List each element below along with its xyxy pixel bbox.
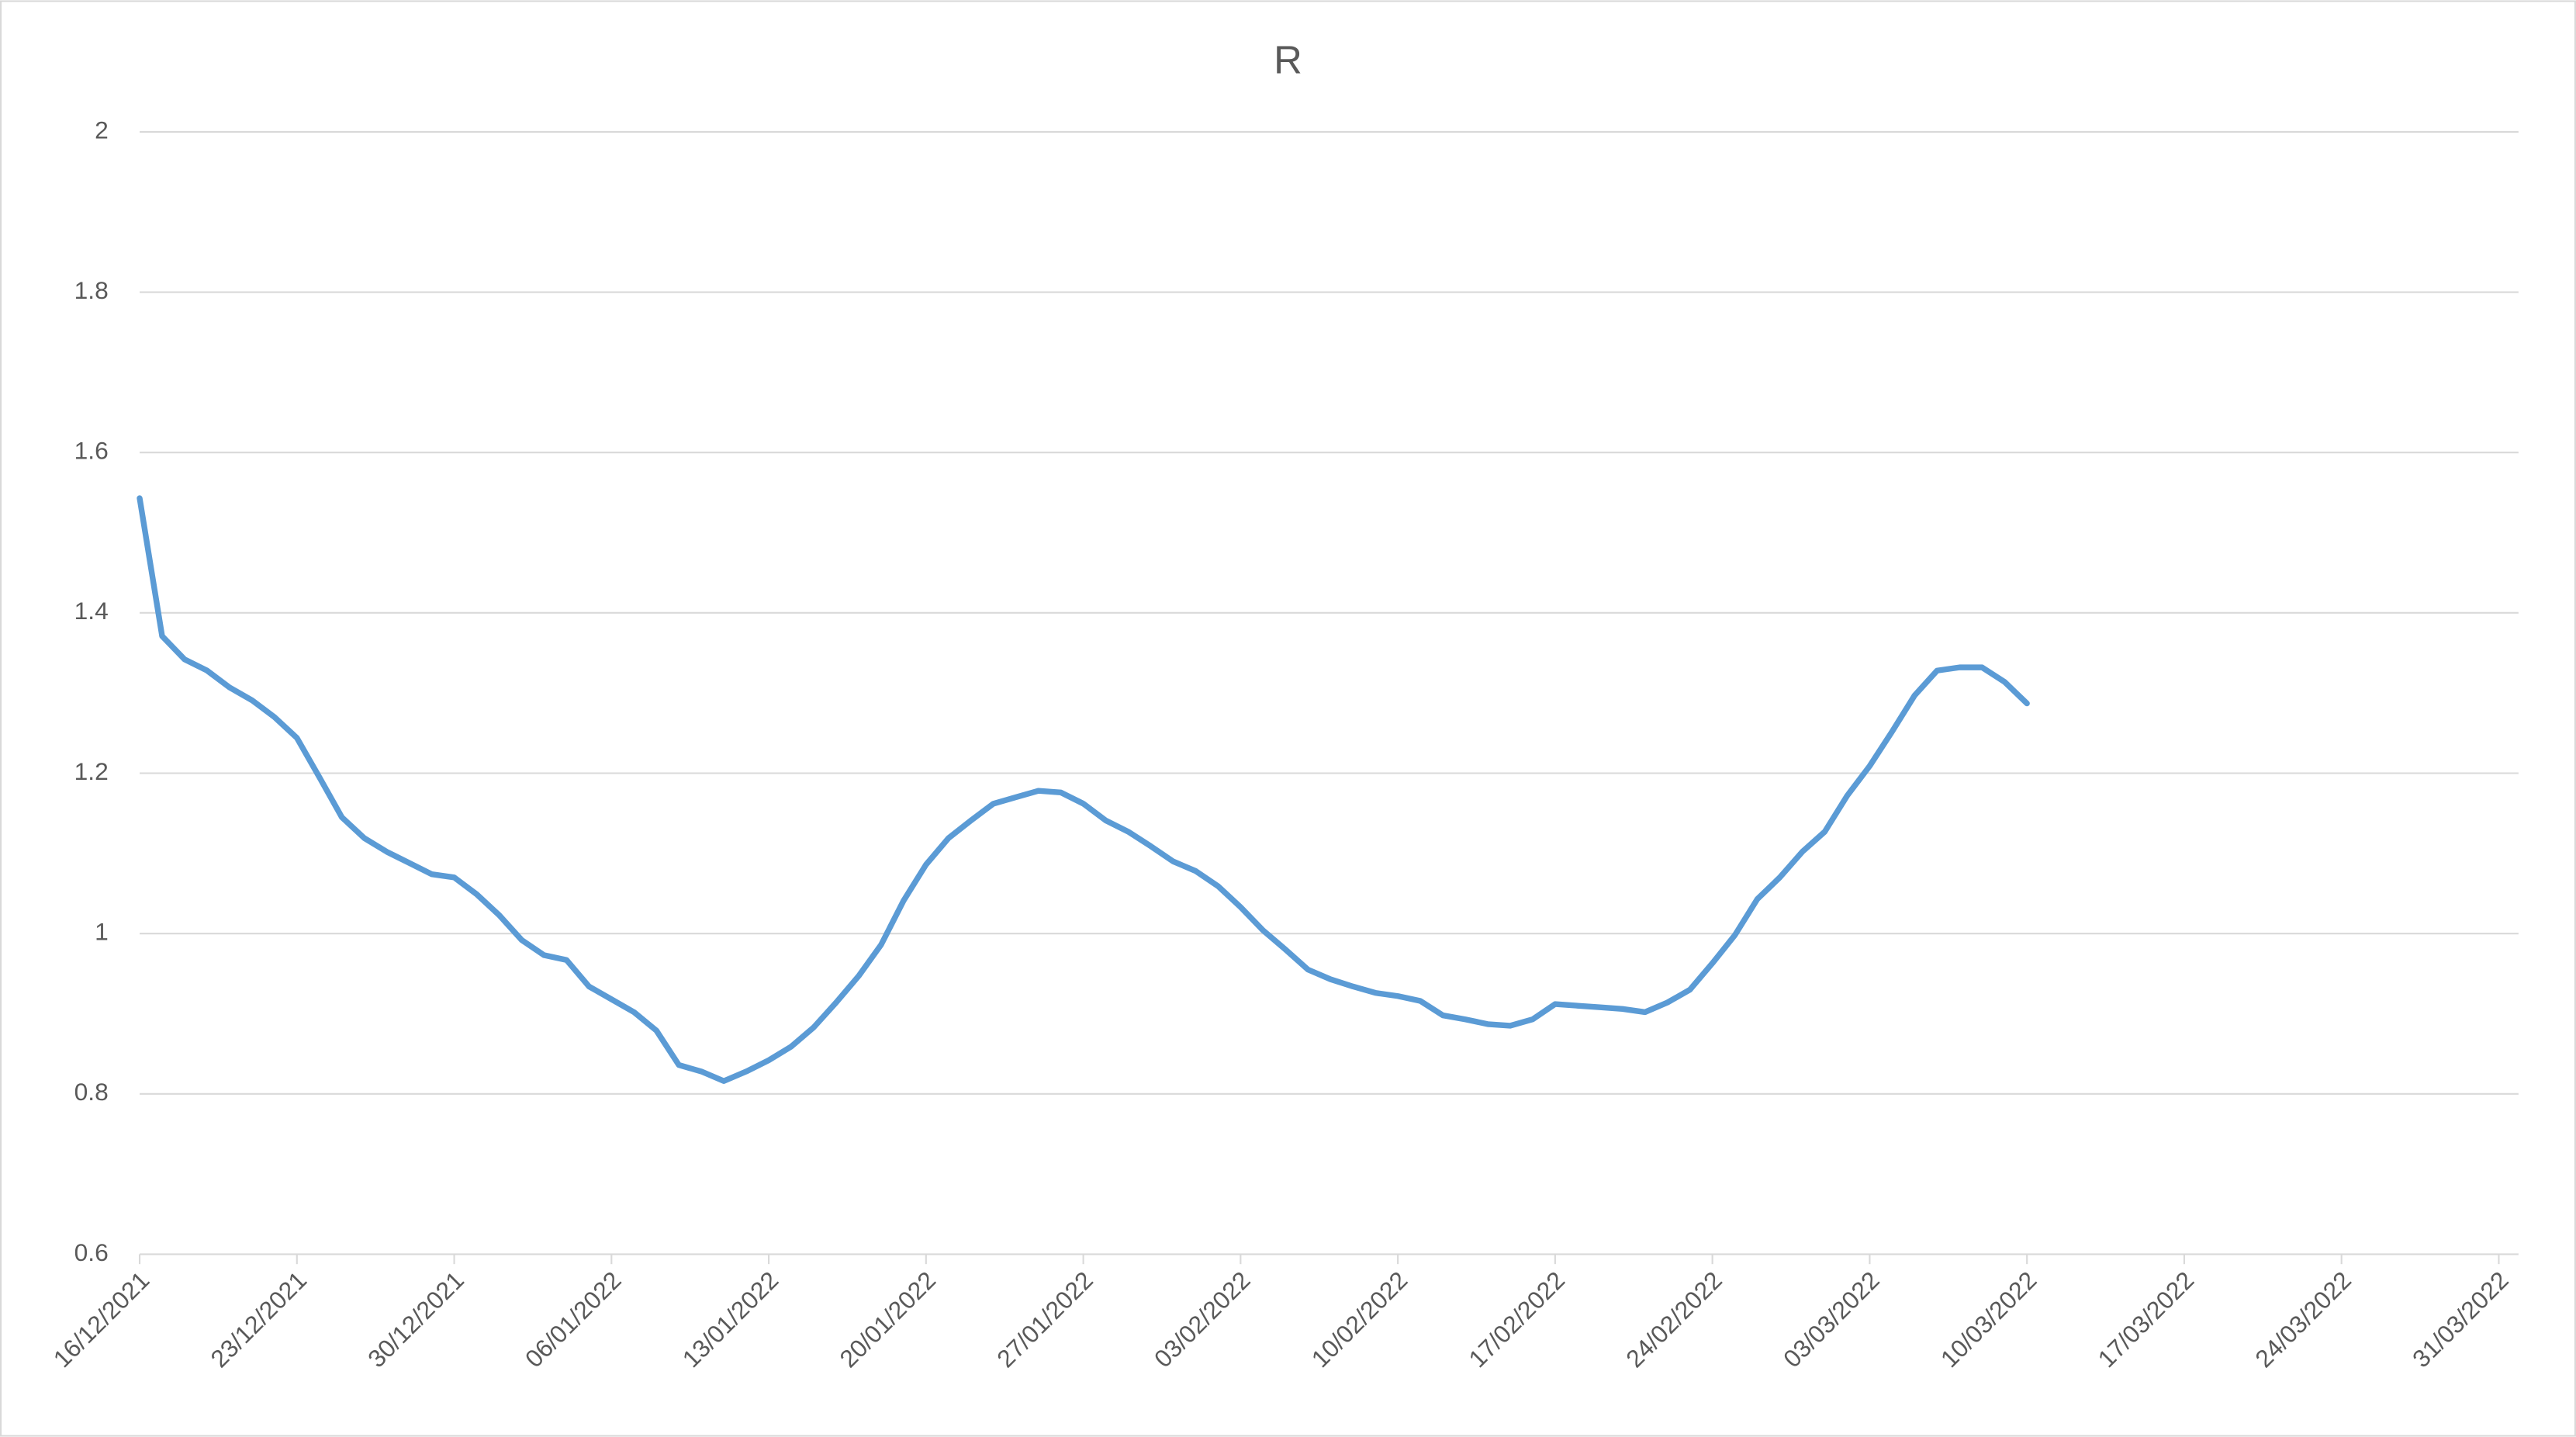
y-tick-label: 1 (95, 918, 109, 946)
y-tick-label: 1.2 (74, 757, 109, 785)
y-tick-label: 1.4 (74, 597, 109, 625)
chart-title: R (1274, 37, 1302, 81)
y-tick-label: 0.6 (74, 1238, 109, 1266)
y-tick-label: 2 (95, 116, 109, 144)
data-line (137, 495, 2030, 1084)
y-tick-label: 1.6 (74, 437, 109, 465)
y-tick-label: 0.8 (74, 1078, 109, 1106)
y-tick-label: 1.8 (74, 276, 109, 304)
